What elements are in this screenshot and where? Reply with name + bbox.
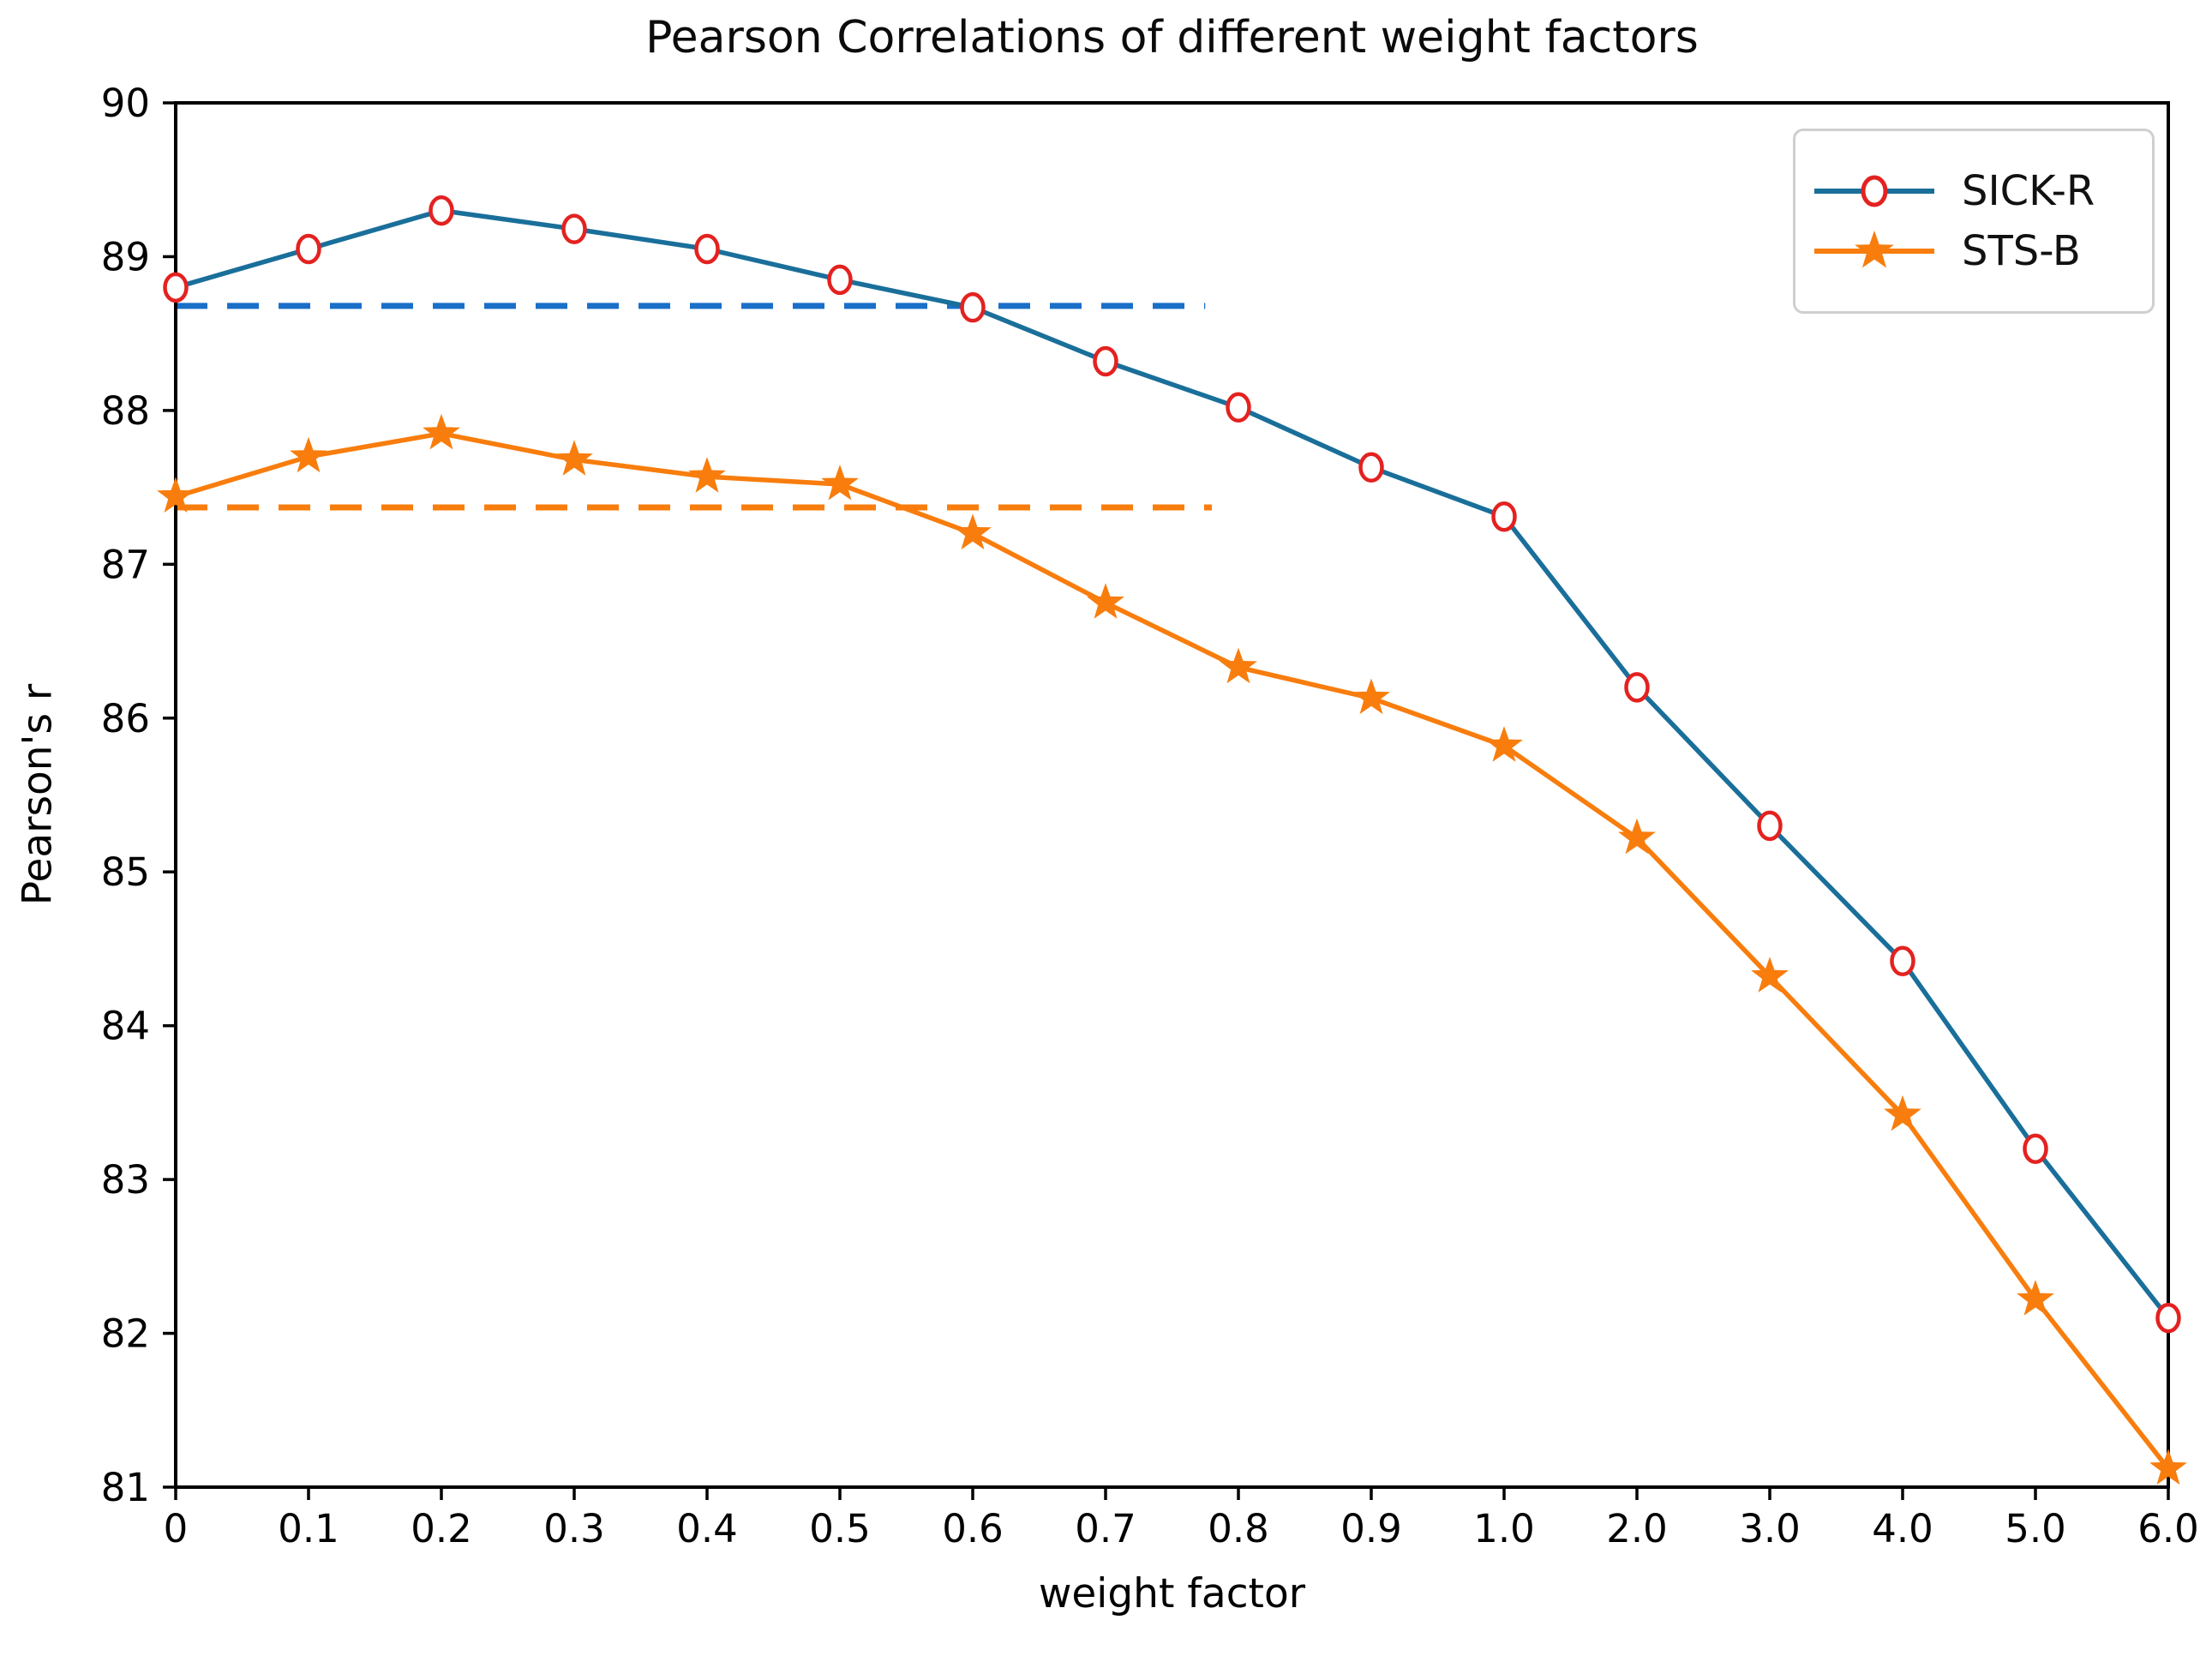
x-tick-label: 5.0 xyxy=(2005,1506,2066,1551)
marker-star-sts-b xyxy=(1618,818,1656,855)
marker-circle-sick-r xyxy=(1890,945,1915,977)
y-tick-label: 90 xyxy=(101,81,150,126)
marker-star-sts-b xyxy=(688,457,726,493)
marker-star-sts-b xyxy=(1485,726,1523,762)
marker-circle-sick-r xyxy=(429,195,454,226)
x-tick-label: 0.6 xyxy=(942,1506,1004,1551)
x-tick-label: 0 xyxy=(164,1506,189,1551)
marker-star-sts-b xyxy=(2017,1280,2054,1316)
y-tick-label: 86 xyxy=(101,696,150,741)
marker-circle-sick-r xyxy=(1757,810,1783,842)
x-tick-label: 0.7 xyxy=(1075,1506,1136,1551)
marker-star-sts-b xyxy=(1751,957,1789,993)
marker-circle-sick-r xyxy=(827,264,853,296)
marker-circle-sick-r xyxy=(163,272,189,303)
y-tick-label: 83 xyxy=(101,1157,150,1203)
y-tick-label: 87 xyxy=(101,542,150,587)
marker-circle-sick-r xyxy=(561,213,587,244)
y-axis-label: Pearson's r xyxy=(14,683,62,906)
y-tick-label: 84 xyxy=(101,1004,150,1049)
marker-star-sts-b xyxy=(157,477,195,513)
chart-title: Pearson Correlations of different weight… xyxy=(645,12,1699,63)
legend-sample-sick-r xyxy=(1814,175,1934,207)
x-tick-label: 0.3 xyxy=(543,1506,605,1551)
y-tick-label: 82 xyxy=(101,1311,150,1357)
series-line-sts-b xyxy=(173,431,2171,1472)
x-tick-label: 1.0 xyxy=(1473,1506,1535,1551)
marker-circle-sick-r xyxy=(1226,392,1251,423)
marker-circle-sick-r xyxy=(1624,672,1650,703)
x-tick-label: 0.5 xyxy=(809,1506,871,1551)
marker-circle-sick-r xyxy=(2155,1302,2181,1334)
y-tick-label: 81 xyxy=(101,1465,150,1510)
marker-circle-sick-r xyxy=(296,233,321,265)
marker-star-sts-b xyxy=(821,465,859,501)
x-tick-label: 2.0 xyxy=(1606,1506,1668,1551)
marker-circle-sick-r xyxy=(960,291,986,323)
x-tick-label: 3.0 xyxy=(1739,1506,1801,1551)
marker-circle-sick-r xyxy=(2023,1133,2048,1164)
marker-circle-sick-r xyxy=(1358,452,1384,483)
x-tick-label: 0.9 xyxy=(1340,1506,1402,1551)
marker-star-sts-b xyxy=(423,413,460,450)
legend-label-sick-r: SICK-R xyxy=(1962,167,2095,215)
marker-star-sts-b xyxy=(1220,647,1257,684)
marker-star-sts-b xyxy=(1087,583,1124,619)
marker-star-sts-b xyxy=(1884,1095,1921,1131)
legend-item-sick-r: SICK-R xyxy=(1809,167,2138,215)
legend-item-sts-b: STS-B xyxy=(1809,227,2138,275)
marker-star-sts-b xyxy=(555,440,593,476)
legend-sample-sts-b xyxy=(1814,231,1934,268)
y-tick-label: 89 xyxy=(101,234,150,279)
marker-star-sts-b xyxy=(954,513,992,550)
series-line-sick-r xyxy=(173,207,2171,1321)
legend: SICK-R STS-B xyxy=(1793,129,2155,314)
x-tick-label: 0.8 xyxy=(1208,1506,1269,1551)
x-tick-label: 0.2 xyxy=(411,1506,472,1551)
x-tick-label: 6.0 xyxy=(2137,1506,2199,1551)
x-axis-label: weight factor xyxy=(1038,1570,1306,1617)
x-tick-label: 0.4 xyxy=(676,1506,738,1551)
marker-star-sts-b xyxy=(290,436,327,473)
marker-circle-sick-r xyxy=(694,233,720,265)
y-tick-label: 88 xyxy=(101,388,150,434)
legend-label-sts-b: STS-B xyxy=(1962,227,2081,275)
marker-circle-sick-r xyxy=(1093,345,1118,377)
marker-star-sts-b xyxy=(1352,678,1390,715)
x-tick-label: 4.0 xyxy=(1872,1506,1933,1551)
y-tick-label: 85 xyxy=(101,849,150,895)
marker-star-sts-b xyxy=(2149,1449,2187,1485)
marker-circle-sick-r xyxy=(1491,501,1517,532)
plot-border xyxy=(174,101,2170,1489)
x-tick-label: 0.1 xyxy=(278,1506,339,1551)
